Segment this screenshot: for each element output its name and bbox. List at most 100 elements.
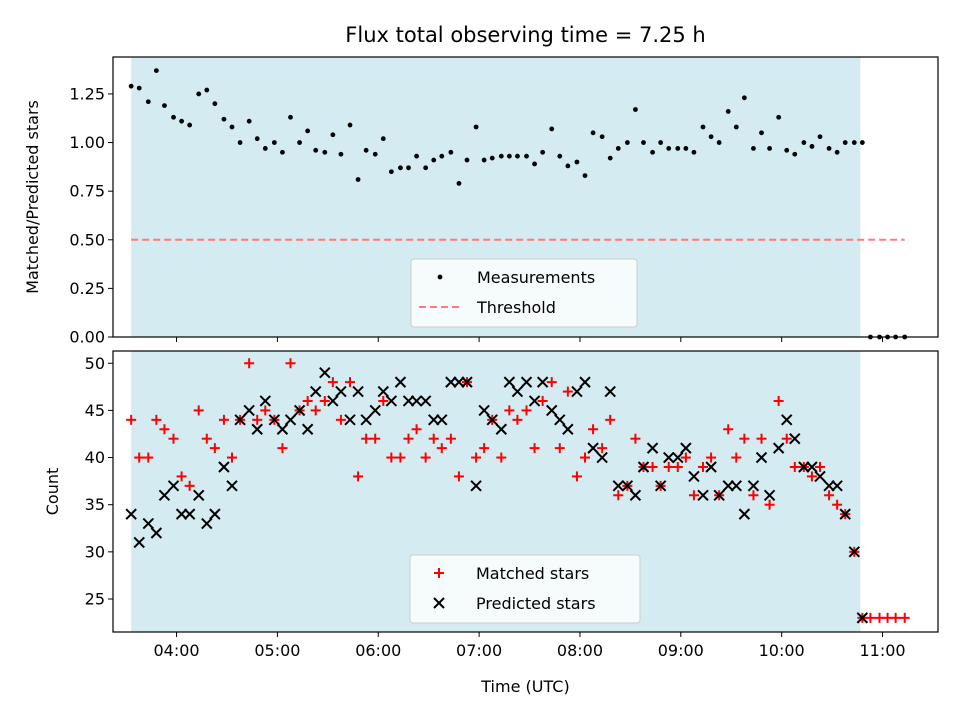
matched-star-point xyxy=(597,443,608,454)
predicted-star-point xyxy=(705,461,717,473)
predicted-star-point xyxy=(461,376,473,388)
measurement-point xyxy=(515,153,520,159)
measurement-point xyxy=(784,147,790,153)
matched-star-point xyxy=(260,405,271,416)
matched-star-point xyxy=(310,405,321,416)
matched-star-point xyxy=(773,395,784,406)
matched-star-point xyxy=(781,433,792,444)
chart-title: Flux total observing time = 7.25 h xyxy=(345,23,705,47)
predicted-star-point xyxy=(688,470,700,483)
matched-star-point xyxy=(201,433,212,444)
predicted-star-point xyxy=(385,395,398,407)
measurement-point xyxy=(590,130,596,136)
y-tick-label: 30 xyxy=(85,542,105,561)
measurement-point xyxy=(355,177,361,182)
measurement-point xyxy=(414,153,419,159)
predicted-star-point xyxy=(672,451,684,464)
matched-star-point xyxy=(411,424,422,435)
matched-star-point xyxy=(521,405,532,416)
legend-measurements-marker xyxy=(437,274,443,280)
matched-star-point xyxy=(184,480,195,491)
matched-star-point xyxy=(143,452,154,463)
count-y-axis-label: Count xyxy=(43,468,62,516)
y-tick-label: 0.50 xyxy=(69,230,105,249)
matched-star-point xyxy=(193,405,204,416)
matched-star-point xyxy=(370,433,381,444)
predicted-star-point xyxy=(142,517,155,530)
measurement-point xyxy=(330,132,336,138)
matched-star-point xyxy=(126,414,137,425)
matched-star-point xyxy=(824,490,835,501)
x-axis-label: Time (UTC) xyxy=(480,677,569,696)
predicted-star-point xyxy=(301,423,314,435)
measurement-point xyxy=(406,165,411,171)
measurement-point xyxy=(221,116,227,122)
measurement-point xyxy=(565,163,571,169)
predicted-star-point xyxy=(621,480,634,492)
measurement-point xyxy=(305,128,311,134)
matched-star-point xyxy=(698,461,709,472)
predicted-star-point xyxy=(360,414,372,426)
legend-predicted-label: Predicted stars xyxy=(476,594,596,613)
predicted-star-point xyxy=(511,385,524,398)
legend-matched-marker xyxy=(434,568,444,578)
predicted-star-point xyxy=(738,508,751,520)
measurement-point xyxy=(650,149,655,155)
y-tick-label: 40 xyxy=(85,448,105,467)
measurement-point xyxy=(599,134,605,140)
measurement-point xyxy=(456,180,462,186)
measurement-point xyxy=(338,151,344,157)
count-x-ticks: 04:00 05:00 06:00 07:00 08:00 09:00 10:00 11:00 xyxy=(153,632,906,660)
matched-star-point xyxy=(496,452,507,463)
predicted-star-point xyxy=(410,395,423,407)
predicted-star-point xyxy=(856,612,869,624)
predicted-star-point xyxy=(193,489,205,501)
measurement-point xyxy=(741,95,747,101)
y-tick-label: 1.00 xyxy=(69,133,105,152)
matched-star-point xyxy=(176,471,187,482)
predicted-star-point xyxy=(663,451,675,464)
measurement-point xyxy=(246,118,252,124)
matched-star-point xyxy=(227,452,238,463)
measurement-point xyxy=(297,140,302,145)
predicted-star-point xyxy=(125,508,137,520)
predicted-star-point xyxy=(747,480,760,492)
predicted-star-point xyxy=(209,508,221,520)
matched-star-point xyxy=(580,452,591,463)
matched-star-point xyxy=(706,452,717,463)
predicted-star-point xyxy=(352,385,364,398)
matched-star-point xyxy=(688,490,699,501)
measurement-point xyxy=(615,145,621,151)
matched-star-point xyxy=(630,433,641,444)
x-tick-label: 05:00 xyxy=(254,641,300,660)
predicted-star-point xyxy=(268,414,281,426)
matched-star-point xyxy=(319,395,330,406)
measurement-point xyxy=(532,161,537,167)
matched-star-point xyxy=(832,499,843,510)
matched-star-point xyxy=(277,443,288,454)
predicted-star-point xyxy=(571,385,583,398)
matched-star-point xyxy=(546,377,557,388)
measurement-point xyxy=(481,157,487,163)
matched-star-point xyxy=(731,452,742,463)
matched-star-point xyxy=(453,471,464,482)
predicted-star-point xyxy=(528,395,541,407)
legend-matched-label: Matched stars xyxy=(476,564,589,583)
measurement-point xyxy=(809,144,815,149)
matched-star-point xyxy=(471,452,482,463)
y-tick-label: 1.25 xyxy=(69,84,105,103)
matched-star-point xyxy=(680,452,691,463)
predicted-star-point xyxy=(276,423,289,435)
matched-star-point xyxy=(403,433,414,444)
measurement-point xyxy=(212,101,218,107)
matched-star-point xyxy=(613,490,624,501)
matched-star-point xyxy=(420,452,431,463)
predicted-star-point xyxy=(293,404,306,417)
predicted-star-point xyxy=(158,489,171,501)
ratio-panel: 0.00 0.25 0.50 0.75 1.00 1.25 Flux total obse… xyxy=(23,23,939,347)
measurement-point xyxy=(187,122,193,128)
measurement-point xyxy=(464,157,470,163)
measurement-point xyxy=(380,136,386,142)
predicted-star-point xyxy=(763,489,776,501)
predicted-star-point xyxy=(243,404,255,417)
